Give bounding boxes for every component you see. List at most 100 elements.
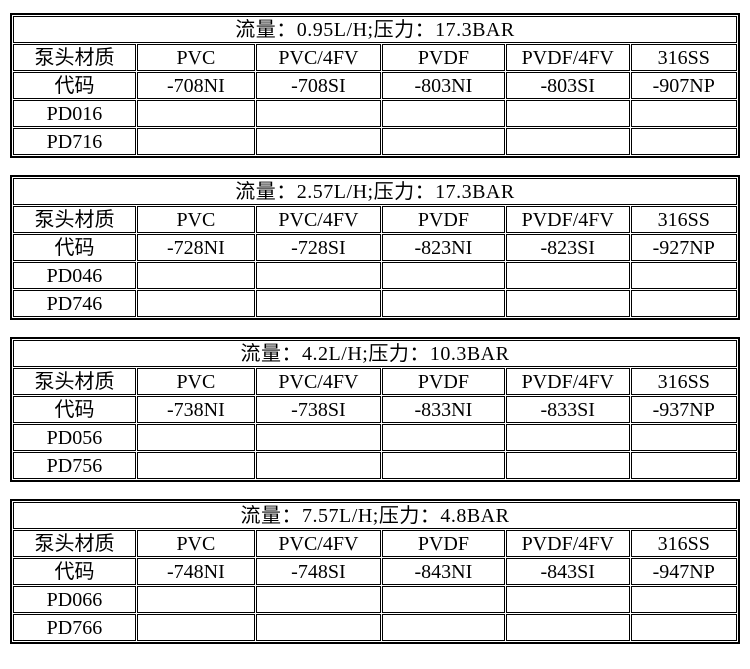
header-cell-material: 泵头材质 xyxy=(13,44,136,71)
spec-table-0.95lh: 流量：0.95L/H;压力：17.3BAR 泵头材质 PVC PVC/4FV P… xyxy=(10,13,740,158)
table-title-row: 流量：4.2L/H;压力：10.3BAR xyxy=(13,340,737,367)
empty-cell xyxy=(505,614,630,641)
empty-cell xyxy=(630,452,737,479)
row-label: PD066 xyxy=(13,586,136,613)
empty-cell xyxy=(136,424,255,451)
empty-cell xyxy=(381,262,505,289)
table-title-row: 流量：2.57L/H;压力：17.3BAR xyxy=(13,178,737,205)
empty-cell xyxy=(630,290,737,317)
code-cell: -823SI xyxy=(505,234,630,261)
table-title-row: 流量：0.95L/H;压力：17.3BAR xyxy=(13,16,737,43)
header-cell-pvc: PVC xyxy=(136,206,255,233)
code-cell: -728SI xyxy=(255,234,381,261)
table-row-model: PD066 xyxy=(13,586,737,613)
row-label: PD716 xyxy=(13,128,136,155)
empty-cell xyxy=(255,452,381,479)
spec-table-7.57lh: 流量：7.57L/H;压力：4.8BAR 泵头材质 PVC PVC/4FV PV… xyxy=(10,499,740,644)
header-cell-material: 泵头材质 xyxy=(13,206,136,233)
table-title: 流量：4.2L/H;压力：10.3BAR xyxy=(13,340,737,367)
code-cell: -907NP xyxy=(630,72,737,99)
empty-cell xyxy=(630,100,737,127)
code-cell: -833SI xyxy=(505,396,630,423)
empty-cell xyxy=(505,262,630,289)
empty-cell xyxy=(505,290,630,317)
header-cell-material: 泵头材质 xyxy=(13,530,136,557)
table-row-model: PD716 xyxy=(13,128,737,155)
table-row-code: 代码 -728NI -728SI -823NI -823SI -927NP xyxy=(13,234,737,261)
empty-cell xyxy=(381,424,505,451)
empty-cell xyxy=(505,424,630,451)
header-cell-pvc: PVC xyxy=(136,368,255,395)
header-cell-pvc: PVC xyxy=(136,44,255,71)
empty-cell xyxy=(255,262,381,289)
header-cell-316ss: 316SS xyxy=(630,206,737,233)
empty-cell xyxy=(255,290,381,317)
spec-table-2.57lh: 流量：2.57L/H;压力：17.3BAR 泵头材质 PVC PVC/4FV P… xyxy=(10,175,740,320)
code-cell: -803NI xyxy=(381,72,505,99)
code-cell: -843NI xyxy=(381,558,505,585)
code-cell: -738SI xyxy=(255,396,381,423)
table-title: 流量：2.57L/H;压力：17.3BAR xyxy=(13,178,737,205)
code-cell: -937NP xyxy=(630,396,737,423)
empty-cell xyxy=(505,452,630,479)
code-cell: -738NI xyxy=(136,396,255,423)
table-row-code: 代码 -748NI -748SI -843NI -843SI -947NP xyxy=(13,558,737,585)
code-cell: -748SI xyxy=(255,558,381,585)
empty-cell xyxy=(630,128,737,155)
empty-cell xyxy=(136,614,255,641)
table-header-row: 泵头材质 PVC PVC/4FV PVDF PVDF/4FV 316SS xyxy=(13,530,737,557)
empty-cell xyxy=(136,586,255,613)
empty-cell xyxy=(255,586,381,613)
table-row-model: PD746 xyxy=(13,290,737,317)
table-row-model: PD046 xyxy=(13,262,737,289)
catalog-page: 流量：0.95L/H;压力：17.3BAR 泵头材质 PVC PVC/4FV P… xyxy=(10,13,740,644)
row-label: PD046 xyxy=(13,262,136,289)
empty-cell xyxy=(136,290,255,317)
code-cell: -833NI xyxy=(381,396,505,423)
table-title-row: 流量：7.57L/H;压力：4.8BAR xyxy=(13,502,737,529)
empty-cell xyxy=(136,262,255,289)
header-cell-pvc4fv: PVC/4FV xyxy=(255,530,381,557)
empty-cell xyxy=(381,100,505,127)
row-label: PD756 xyxy=(13,452,136,479)
row-label: PD016 xyxy=(13,100,136,127)
header-cell-316ss: 316SS xyxy=(630,530,737,557)
row-label: PD056 xyxy=(13,424,136,451)
table-header-row: 泵头材质 PVC PVC/4FV PVDF PVDF/4FV 316SS xyxy=(13,206,737,233)
empty-cell xyxy=(136,452,255,479)
empty-cell xyxy=(255,100,381,127)
code-cell: -803SI xyxy=(505,72,630,99)
empty-cell xyxy=(630,586,737,613)
header-cell-pvdf: PVDF xyxy=(381,206,505,233)
code-cell: -708SI xyxy=(255,72,381,99)
empty-cell xyxy=(255,614,381,641)
empty-cell xyxy=(630,262,737,289)
code-cell: -843SI xyxy=(505,558,630,585)
empty-cell xyxy=(381,290,505,317)
empty-cell xyxy=(255,128,381,155)
header-cell-pvc4fv: PVC/4FV xyxy=(255,206,381,233)
table-row-model: PD756 xyxy=(13,452,737,479)
code-cell: -823NI xyxy=(381,234,505,261)
table-header-row: 泵头材质 PVC PVC/4FV PVDF PVDF/4FV 316SS xyxy=(13,368,737,395)
code-cell: -728NI xyxy=(136,234,255,261)
empty-cell xyxy=(136,100,255,127)
empty-cell xyxy=(255,424,381,451)
row-label: 代码 xyxy=(13,234,136,261)
table-title: 流量：7.57L/H;压力：4.8BAR xyxy=(13,502,737,529)
table-header-row: 泵头材质 PVC PVC/4FV PVDF PVDF/4FV 316SS xyxy=(13,44,737,71)
header-cell-pvdf: PVDF xyxy=(381,368,505,395)
row-label: PD766 xyxy=(13,614,136,641)
spec-table-4.2lh: 流量：4.2L/H;压力：10.3BAR 泵头材质 PVC PVC/4FV PV… xyxy=(10,337,740,482)
row-label: 代码 xyxy=(13,558,136,585)
empty-cell xyxy=(630,424,737,451)
header-cell-pvdf4fv: PVDF/4FV xyxy=(505,530,630,557)
header-cell-pvdf4fv: PVDF/4FV xyxy=(505,44,630,71)
header-cell-pvdf: PVDF xyxy=(381,44,505,71)
code-cell: -708NI xyxy=(136,72,255,99)
header-cell-pvc4fv: PVC/4FV xyxy=(255,368,381,395)
empty-cell xyxy=(381,452,505,479)
code-cell: -927NP xyxy=(630,234,737,261)
table-row-code: 代码 -738NI -738SI -833NI -833SI -937NP xyxy=(13,396,737,423)
table-title: 流量：0.95L/H;压力：17.3BAR xyxy=(13,16,737,43)
